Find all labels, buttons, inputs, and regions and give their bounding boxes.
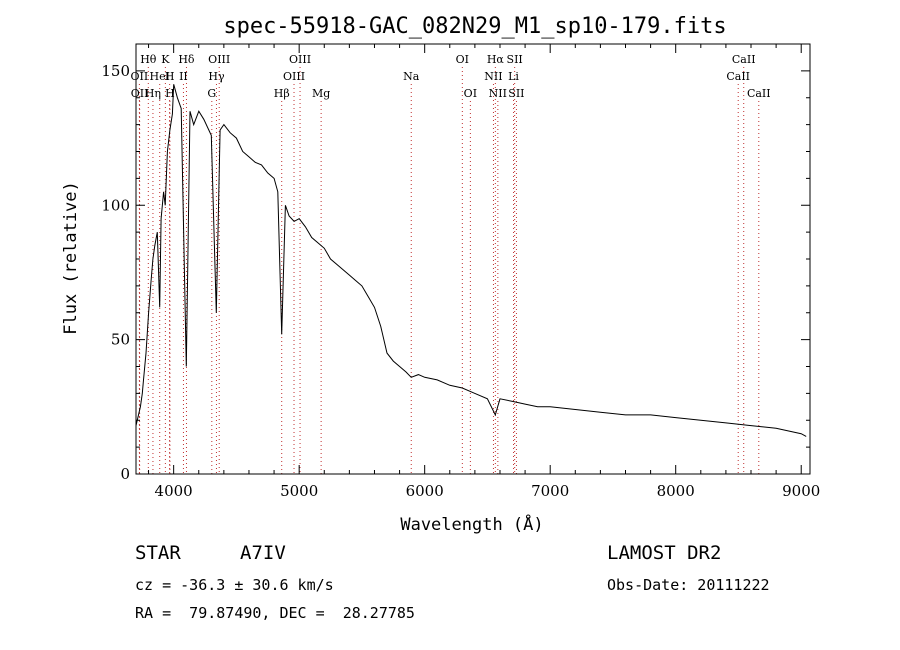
line-marker-label: OIII	[289, 53, 311, 66]
line-marker-label: CaII	[747, 87, 771, 100]
line-marker-label: OII	[131, 70, 149, 83]
coordinates-readout: RA = 79.87490, DEC = 28.27785	[135, 604, 415, 622]
x-tick-label: 6000	[406, 482, 444, 500]
observation-date: Obs-Date: 20111222	[607, 576, 770, 594]
x-tick-label: 7000	[531, 482, 569, 500]
line-marker-layer	[138, 67, 760, 474]
line-marker-label: Hβ	[274, 87, 290, 100]
x-tick-label: 4000	[155, 482, 193, 500]
line-marker-label: Na	[403, 70, 420, 83]
line-marker-label: SII	[508, 87, 524, 100]
y-tick-label: 50	[111, 331, 130, 349]
line-marker-label: SII	[507, 53, 523, 66]
x-tick-label: 8000	[657, 482, 695, 500]
x-tick-label: 9000	[782, 482, 820, 500]
line-marker-label: II	[179, 70, 188, 83]
line-marker-label: Hδ	[178, 53, 195, 66]
x-axis-label: Wavelength (Å)	[400, 513, 543, 535]
object-subclass: A7IV	[240, 542, 286, 564]
line-marker-label: Hγ	[208, 70, 225, 83]
chart-title: spec-55918-GAC_082N29_M1_sp10-179.fits	[223, 14, 726, 39]
y-tick-label: 150	[101, 62, 130, 80]
line-marker-label: OI	[456, 53, 469, 66]
line-marker-label: OIII	[208, 53, 230, 66]
survey-name: LAMOST DR2	[607, 542, 722, 564]
line-marker-label: Hη	[145, 87, 161, 100]
line-marker-label: G	[207, 87, 216, 100]
line-marker-label: Hθ	[140, 53, 157, 66]
plot-frame	[135, 43, 811, 475]
line-marker-label: H	[165, 87, 175, 100]
spectrum-series-line	[135, 84, 807, 437]
line-marker-label: CaII	[726, 70, 750, 83]
line-marker-label: HeI	[149, 70, 169, 83]
line-marker-label: Hα	[487, 53, 505, 66]
line-marker-label: CaII	[732, 53, 756, 66]
line-marker-label: Li	[508, 70, 519, 83]
x-tick-label: 5000	[280, 482, 318, 500]
object-class: STAR	[135, 542, 181, 564]
y-tick-label: 100	[101, 196, 130, 214]
axis-ticks: 4000 5000 6000 7000 8000 9000 0 50 100 150	[101, 43, 820, 500]
line-marker-label: OII	[131, 87, 149, 100]
redshift-readout: cz = -36.3 ± 30.6 km/s	[135, 576, 334, 594]
line-marker-label: NII	[489, 87, 507, 100]
line-marker-label: K	[161, 53, 170, 66]
line-marker-label: OIII	[283, 70, 305, 83]
line-marker-label: Mg	[312, 87, 330, 100]
line-marker-label: H	[165, 70, 175, 83]
line-marker-label: NII	[484, 70, 502, 83]
y-axis-label: Flux (relative)	[61, 181, 81, 335]
line-marker-label: OI	[464, 87, 477, 100]
y-tick-label: 0	[120, 465, 130, 483]
